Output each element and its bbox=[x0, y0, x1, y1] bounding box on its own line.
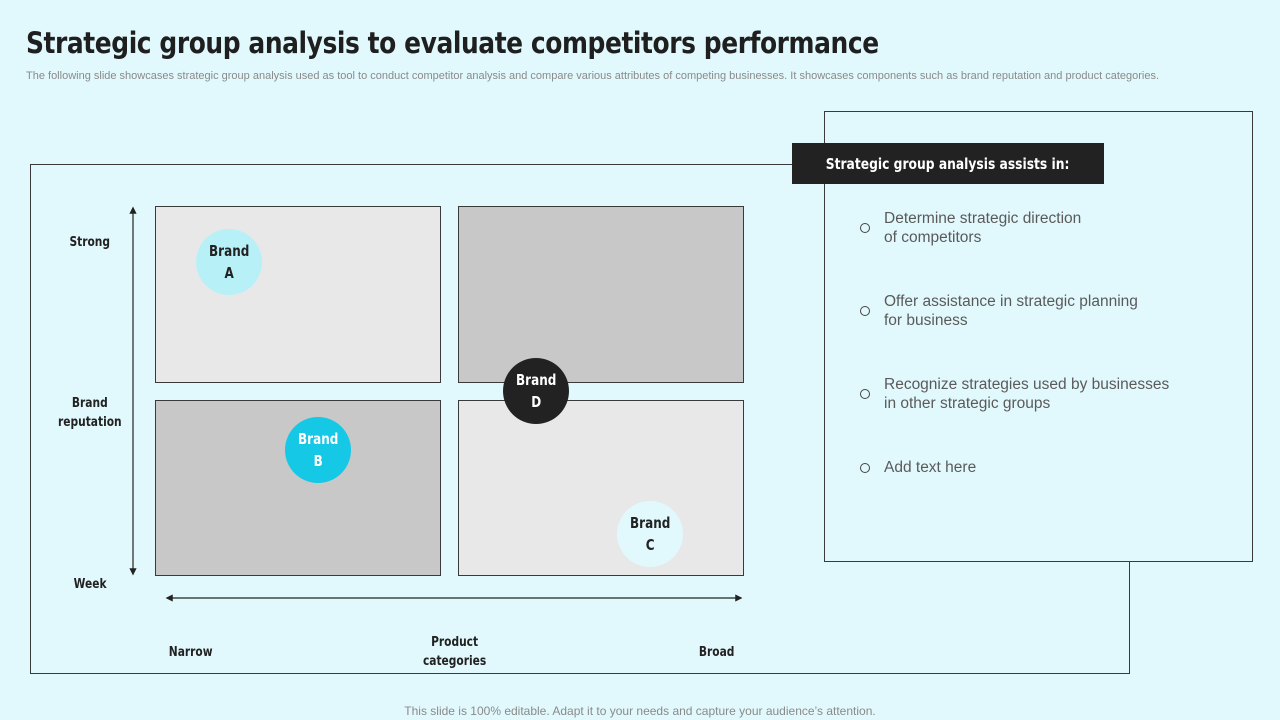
x-axis-title: Product categories bbox=[423, 635, 487, 669]
y-axis-bottom-label: Week bbox=[73, 577, 107, 592]
bullet-circle-icon bbox=[860, 389, 870, 399]
quadrant-top-right bbox=[458, 206, 744, 383]
info-panel-header-text: Strategic group analysis assists in: bbox=[826, 154, 1070, 173]
bullet-item: Offer assistance in strategic planning f… bbox=[860, 292, 1240, 330]
y-axis-title: Brand reputation bbox=[58, 396, 122, 430]
x-axis-right-label: Broad bbox=[699, 645, 735, 660]
bullet-item: Add text here bbox=[860, 458, 1240, 477]
bullet-item: Recognize strategies used by businesses … bbox=[860, 375, 1240, 413]
page-subtitle: The following slide showcases strategic … bbox=[26, 70, 1160, 82]
footer-note: This slide is 100% editable. Adapt it to… bbox=[404, 704, 876, 718]
quadrant-top-left bbox=[155, 206, 441, 383]
bullet-circle-icon bbox=[860, 306, 870, 316]
quadrant-bottom-right bbox=[458, 400, 744, 576]
info-panel-header: Strategic group analysis assists in: bbox=[792, 143, 1104, 184]
brand-d-marker: Brand D bbox=[503, 358, 569, 424]
brand-c-marker: Brand C bbox=[617, 501, 683, 567]
page-title: Strategic group analysis to evaluate com… bbox=[26, 26, 879, 60]
y-axis-top-label: Strong bbox=[69, 235, 111, 250]
bullet-text: Offer assistance in strategic planning f… bbox=[884, 293, 1138, 329]
brand-a-marker: Brand A bbox=[196, 229, 262, 295]
bullet-text: Determine strategic direction of competi… bbox=[884, 210, 1082, 246]
info-panel bbox=[824, 111, 1253, 562]
x-axis-left-label: Narrow bbox=[169, 645, 213, 660]
brand-b-marker: Brand B bbox=[285, 417, 351, 483]
bullet-circle-icon bbox=[860, 462, 870, 473]
bullet-text: Recognize strategies used by businesses … bbox=[884, 376, 1170, 412]
bullet-circle-icon bbox=[860, 223, 870, 233]
bullet-text: Add text here bbox=[884, 459, 977, 476]
bullet-item: Determine strategic direction of competi… bbox=[860, 209, 1240, 247]
